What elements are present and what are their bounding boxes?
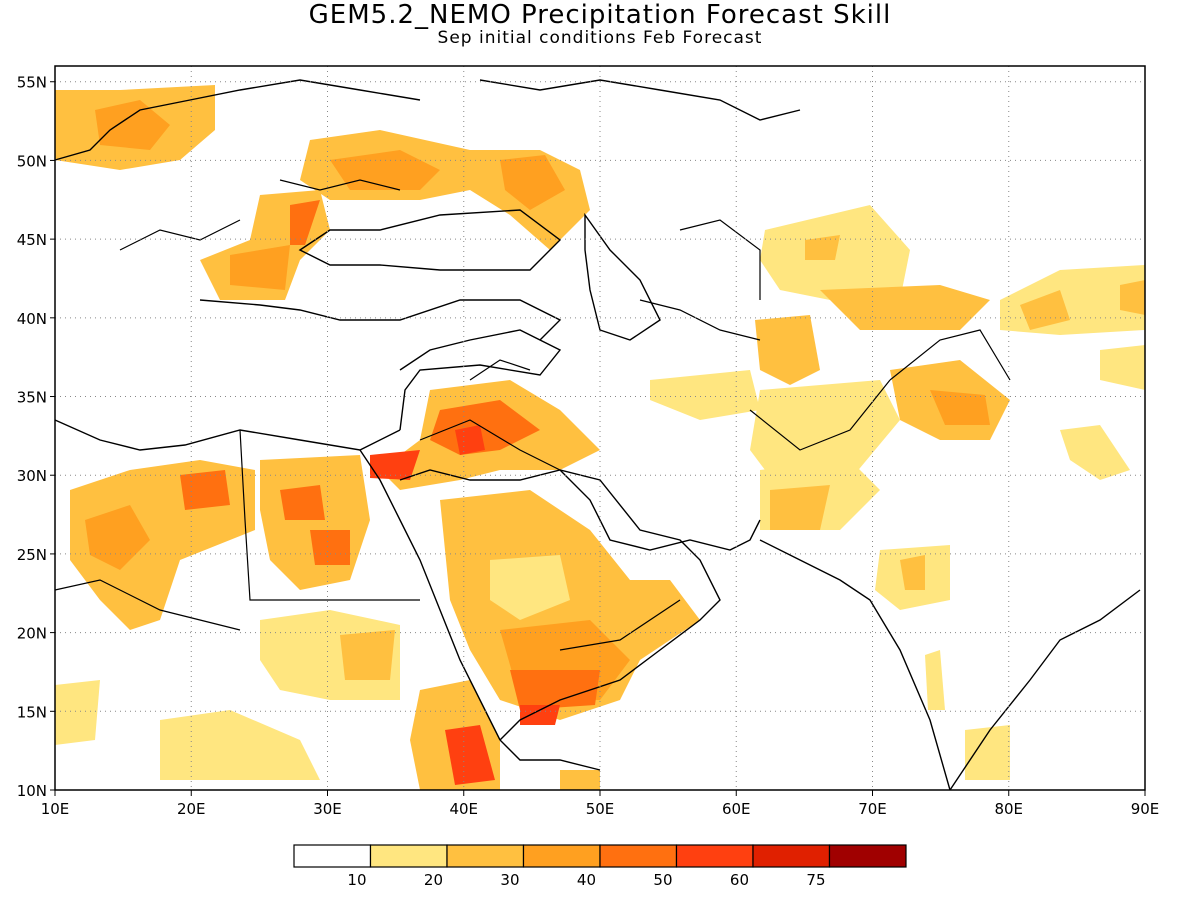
lon-tick-label: 40E [449,800,478,818]
colorbar-label: 50 [653,871,672,889]
lon-tick-label: 80E [994,800,1023,818]
skill-region [440,490,700,720]
skill-region [805,235,840,260]
lat-tick-label: 45N [17,231,47,249]
lon-axis: 10E 20E 30E 40E 50E 60E 70E 80E 90E [41,790,1160,818]
lat-tick-label: 50N [17,152,47,170]
grid-lines [55,66,1145,790]
skill-region [1120,280,1145,315]
skill-region [290,200,320,245]
colorbar-label: 60 [730,871,749,889]
lon-tick-label: 20E [177,800,206,818]
colorbar-label: 30 [500,871,519,889]
skill-region [180,470,230,510]
colorbar-box [828,844,907,868]
skill-region [85,505,150,570]
colorbar-box [369,844,448,868]
lon-tick-label: 10E [41,800,70,818]
lat-tick-label: 40N [17,310,47,328]
lat-tick-label: 30N [17,467,47,485]
skill-region [510,670,600,710]
lat-tick-label: 35N [17,389,47,407]
skill-region [500,155,565,210]
skill-region [750,380,900,490]
skill-shading [55,85,1145,790]
skill-region [445,725,495,785]
skill-region [310,530,350,565]
lat-tick-label: 25N [17,546,47,564]
skill-region [330,150,440,190]
colorbar-box [522,844,601,868]
colorbar-label: 10 [347,871,366,889]
lat-tick-label: 20N [17,625,47,643]
colorbar-box [599,844,678,868]
lon-tick-label: 70E [858,800,887,818]
lon-tick-label: 30E [313,800,342,818]
lon-tick-label: 50E [586,800,615,818]
chart-subtitle: Sep initial conditions Feb Forecast [437,28,763,48]
skill-region [900,555,925,590]
colorbar-labels: 10 20 30 40 50 60 75 [347,871,825,889]
skill-region [95,100,170,150]
colorbar-label: 40 [577,871,596,889]
skill-region [1100,345,1145,390]
colorbar-box [752,844,831,868]
lon-tick-label: 60E [722,800,751,818]
coastlines [54,79,1141,791]
skill-region [340,630,395,680]
lat-tick-label: 15N [17,703,47,721]
lon-tick-label: 90E [1131,800,1160,818]
colorbar-box [446,844,525,868]
colorbar-boxes [293,844,907,868]
skill-region [560,770,600,790]
skill-region [490,555,570,620]
skill-region [230,245,290,290]
skill-region [1020,290,1070,330]
lat-axis: 10N 15N 20N 25N 30N 35N 40N 45N 50N 55N [17,74,55,800]
skill-region [650,370,760,420]
skill-region [770,485,830,530]
colorbar-label: 75 [806,871,825,889]
colorbar-label: 20 [424,871,443,889]
lat-tick-label: 10N [17,782,47,800]
skill-region [160,710,320,780]
colorbar-box [293,844,372,868]
skill-region [755,315,820,385]
borders [54,179,1011,651]
skill-region [55,680,100,745]
skill-region [925,650,945,710]
chart-title: GEM5.2_NEMO Precipitation Forecast Skill [308,0,892,30]
colorbar-box [675,844,754,868]
skill-region [280,485,325,520]
skill-region [820,285,990,330]
skill-region [930,390,990,425]
skill-region [1060,425,1130,480]
skill-region [520,705,560,725]
skill-region [965,725,1010,780]
skill-region [370,450,420,480]
lat-tick-label: 55N [17,74,47,92]
skill-region [455,425,485,455]
